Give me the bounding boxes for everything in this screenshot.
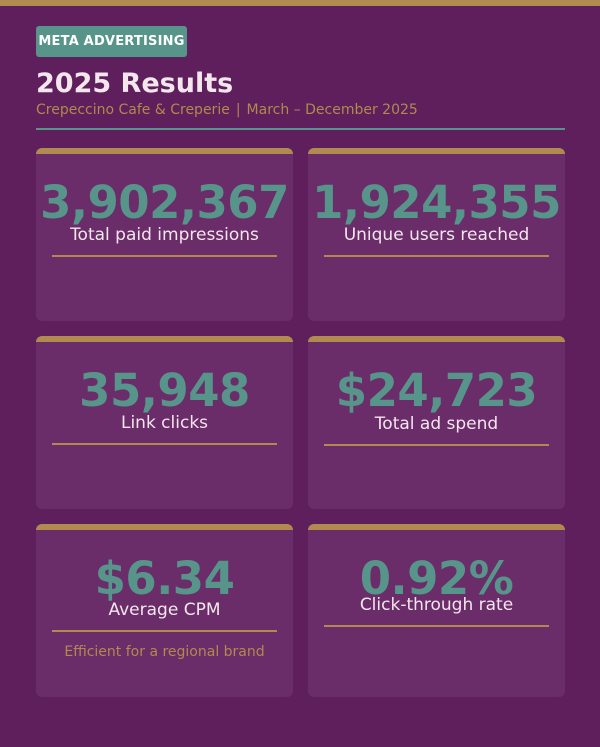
card-accent-bar (308, 336, 565, 342)
card-divider (52, 630, 277, 632)
card-accent-bar (308, 524, 565, 530)
card-accent-bar (36, 336, 293, 342)
subtitle-separator: | (235, 102, 241, 118)
metric-label: Click-through rate (359, 595, 514, 615)
card-divider (52, 255, 277, 257)
category-badge: META ADVERTISING (36, 26, 187, 57)
card-divider (324, 255, 549, 257)
header-divider (36, 128, 565, 130)
metric-value: $6.34 (94, 552, 235, 605)
metric-label: Unique users reached (343, 225, 530, 245)
metric-card-ad-spend: $24,723 Total ad spend (308, 336, 565, 509)
card-accent-bar (308, 148, 565, 154)
card-divider (324, 625, 549, 627)
metric-value: 1,924,355 (312, 176, 561, 229)
metric-value: 0.92% (359, 552, 514, 605)
card-accent-bar (36, 148, 293, 154)
metric-card-link-clicks: 35,948 Link clicks (36, 336, 293, 509)
metric-card-cpm: $6.34 Average CPM Efficient for a region… (36, 524, 293, 697)
top-accent-bar (0, 0, 600, 6)
metric-value: 35,948 (79, 364, 250, 417)
metric-label: Average CPM (108, 600, 221, 620)
metric-value: 3,902,367 (40, 176, 289, 229)
card-divider (324, 444, 549, 446)
client-name: Crepeccino Cafe & Creperie (36, 102, 230, 118)
page-title: 2025 Results (36, 68, 234, 99)
metric-value: $24,723 (335, 364, 538, 417)
metric-card-impressions: 3,902,367 Total paid impressions (36, 148, 293, 321)
campaign-period: March – December 2025 (246, 102, 418, 118)
card-accent-bar (36, 524, 293, 530)
metric-card-reach: 1,924,355 Unique users reached (308, 148, 565, 321)
page-subtitle: Crepeccino Cafe & Creperie | March – Decem… (36, 100, 418, 120)
metric-label: Link clicks (120, 413, 209, 433)
metric-label: Total paid impressions (70, 225, 259, 245)
metric-label: Total ad spend (374, 414, 499, 434)
card-divider (52, 443, 277, 445)
metric-note: Efficient for a regional brand (64, 644, 265, 660)
metric-card-ctr: 0.92% Click-through rate (308, 524, 565, 697)
